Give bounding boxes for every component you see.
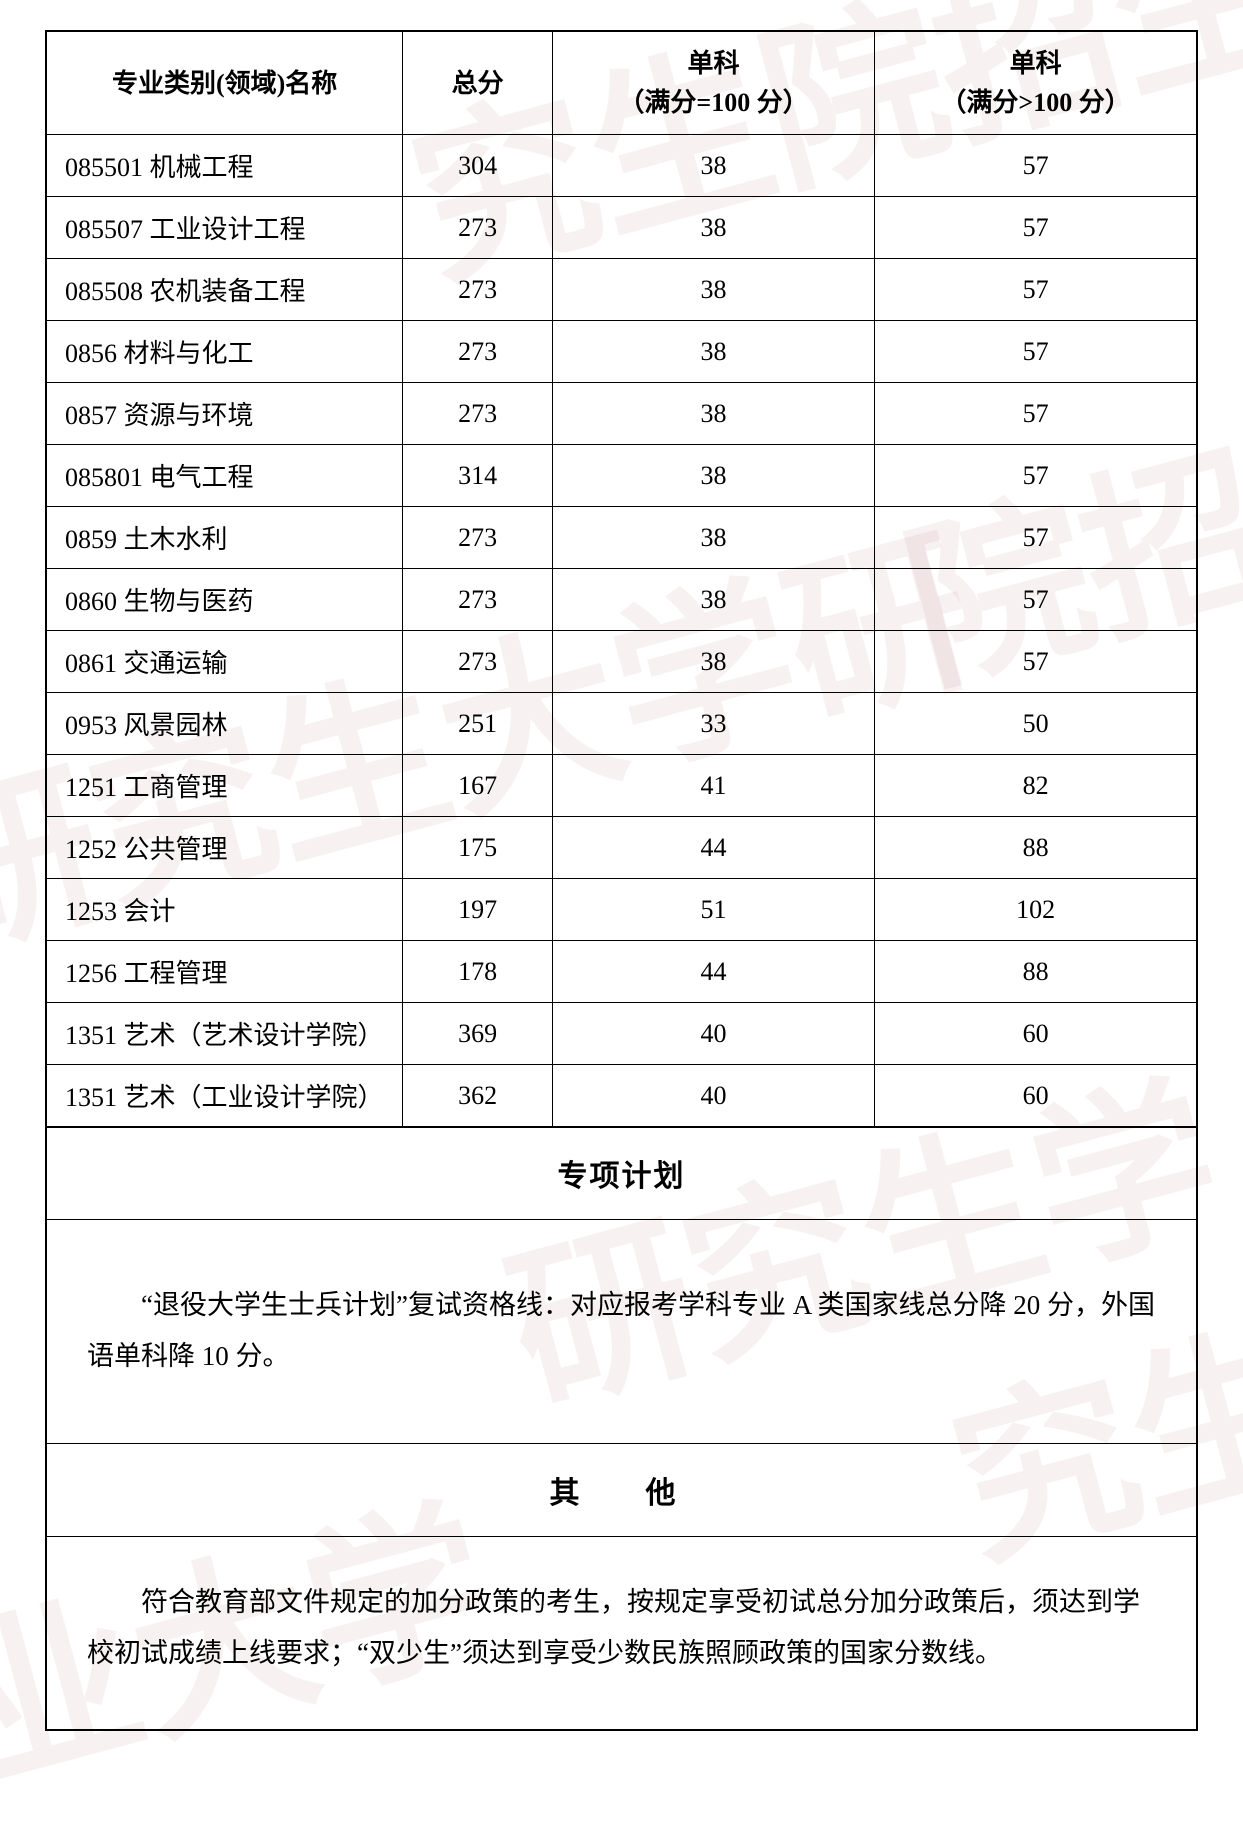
cell-sub2: 60 [875,1065,1197,1128]
sections-table: 专项计划 “退役大学生士兵计划”复试资格线：对应报考学科专业 A 类国家线总分降… [45,1126,1198,1731]
cell-sub1: 38 [552,569,874,631]
cell-name: 1256 工程管理 [46,941,403,1003]
cell-sub1: 40 [552,1003,874,1065]
cell-name: 085501 机械工程 [46,135,403,197]
cell-total: 175 [403,817,553,879]
cell-total: 273 [403,197,553,259]
cell-total: 273 [403,569,553,631]
table-row: 085508 农机装备工程2733857 [46,259,1197,321]
cell-sub2: 57 [875,507,1197,569]
cell-total: 273 [403,507,553,569]
scores-table: 专业类别(领域)名称 总分 单科 （满分=100 分） 单科 （满分>100 分… [45,30,1198,1128]
cell-sub1: 38 [552,383,874,445]
cell-sub2: 57 [875,321,1197,383]
cell-name: 1253 会计 [46,879,403,941]
cell-sub1: 51 [552,879,874,941]
table-row: 085507 工业设计工程2733857 [46,197,1197,259]
cell-name: 085507 工业设计工程 [46,197,403,259]
cell-sub2: 57 [875,569,1197,631]
cell-sub2: 82 [875,755,1197,817]
cell-sub1: 44 [552,817,874,879]
cell-total: 273 [403,631,553,693]
cell-total: 314 [403,445,553,507]
cell-name: 0857 资源与环境 [46,383,403,445]
table-row: 1351 艺术（工业设计学院）3624060 [46,1065,1197,1128]
cell-total: 197 [403,879,553,941]
header-sub1-line1: 单科 [688,49,740,78]
cell-sub1: 38 [552,321,874,383]
cell-sub1: 38 [552,135,874,197]
cell-total: 304 [403,135,553,197]
header-sub1: 单科 （满分=100 分） [552,31,874,135]
table-row: 1351 艺术（艺术设计学院）3694060 [46,1003,1197,1065]
table-row: 0953 风景园林2513350 [46,693,1197,755]
cell-name: 0856 材料与化工 [46,321,403,383]
table-row: 085801 电气工程3143857 [46,445,1197,507]
cell-name: 1351 艺术（工业设计学院） [46,1065,403,1128]
table-row: 0860 生物与医药2733857 [46,569,1197,631]
table-row: 1252 公共管理1754488 [46,817,1197,879]
cell-name: 1251 工商管理 [46,755,403,817]
cell-name: 085801 电气工程 [46,445,403,507]
cell-sub1: 38 [552,197,874,259]
header-sub2-line2: （满分>100 分） [940,88,1130,117]
table-row: 085501 机械工程3043857 [46,135,1197,197]
cell-total: 273 [403,383,553,445]
special-plan-body: “退役大学生士兵计划”复试资格线：对应报考学科专业 A 类国家线总分降 20 分… [47,1220,1196,1443]
header-total: 总分 [403,31,553,135]
cell-sub1: 38 [552,631,874,693]
cell-sub2: 57 [875,383,1197,445]
header-sub2: 单科 （满分>100 分） [875,31,1197,135]
cell-total: 273 [403,259,553,321]
cell-name: 0859 土木水利 [46,507,403,569]
cell-total: 167 [403,755,553,817]
cell-sub1: 38 [552,507,874,569]
cell-sub2: 57 [875,197,1197,259]
cell-sub1: 38 [552,445,874,507]
header-sub1-line2: （满分=100 分） [618,88,808,117]
cell-sub2: 88 [875,941,1197,1003]
cell-name: 085508 农机装备工程 [46,259,403,321]
header-name: 专业类别(领域)名称 [46,31,403,135]
table-row: 0856 材料与化工2733857 [46,321,1197,383]
table-row: 1251 工商管理1674182 [46,755,1197,817]
cell-sub2: 57 [875,135,1197,197]
cell-sub2: 57 [875,259,1197,321]
cell-name: 0860 生物与医药 [46,569,403,631]
cell-sub2: 57 [875,445,1197,507]
table-row: 1253 会计19751102 [46,879,1197,941]
header-sub2-line1: 单科 [1010,49,1062,78]
cell-sub2: 50 [875,693,1197,755]
cell-sub1: 33 [552,693,874,755]
cell-name: 0953 风景园林 [46,693,403,755]
table-header: 专业类别(领域)名称 总分 单科 （满分=100 分） 单科 （满分>100 分… [46,31,1197,135]
cell-name: 1351 艺术（艺术设计学院） [46,1003,403,1065]
cell-total: 178 [403,941,553,1003]
cell-sub1: 40 [552,1065,874,1128]
cell-total: 251 [403,693,553,755]
cell-total: 369 [403,1003,553,1065]
cell-name: 0861 交通运输 [46,631,403,693]
other-title: 其 他 [47,1444,1196,1536]
special-plan-title: 专项计划 [47,1127,1196,1219]
cell-sub1: 38 [552,259,874,321]
table-body: 085501 机械工程3043857085507 工业设计工程273385708… [46,135,1197,1128]
cell-sub2: 88 [875,817,1197,879]
cell-name: 1252 公共管理 [46,817,403,879]
cell-total: 362 [403,1065,553,1128]
table-row: 0857 资源与环境2733857 [46,383,1197,445]
cell-total: 273 [403,321,553,383]
table-row: 0861 交通运输2733857 [46,631,1197,693]
table-row: 1256 工程管理1784488 [46,941,1197,1003]
other-body: 符合教育部文件规定的加分政策的考生，按规定享受初试总分加分政策后，须达到学校初试… [47,1537,1196,1730]
cell-sub2: 57 [875,631,1197,693]
cell-sub1: 44 [552,941,874,1003]
cell-sub2: 102 [875,879,1197,941]
table-row: 0859 土木水利2733857 [46,507,1197,569]
cell-sub2: 60 [875,1003,1197,1065]
cell-sub1: 41 [552,755,874,817]
